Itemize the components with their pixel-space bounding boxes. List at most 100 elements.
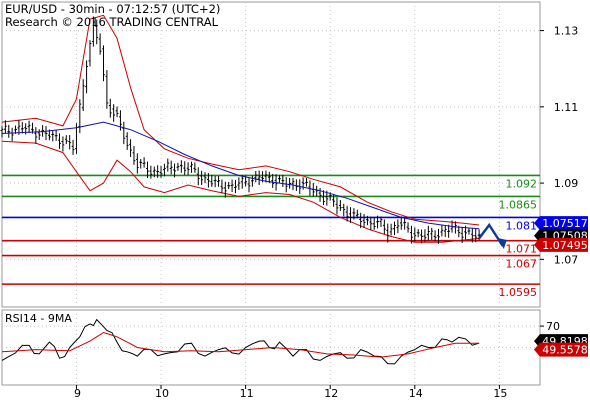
time-tick-label: 15	[493, 387, 507, 400]
candle	[122, 121, 126, 145]
candle	[176, 162, 180, 171]
candle	[61, 136, 65, 152]
candle	[112, 104, 116, 122]
candle	[179, 160, 183, 173]
candle	[396, 219, 400, 234]
level-label-resistance: 1.092	[506, 177, 538, 190]
candle	[389, 223, 393, 236]
price-tag-box	[534, 216, 588, 231]
candle	[186, 162, 190, 176]
bollinger-lower-band	[1, 140, 480, 243]
candle	[386, 223, 390, 243]
price-tick-label: 1.07	[554, 253, 579, 266]
candle	[139, 159, 143, 169]
candle	[159, 165, 163, 178]
candle	[135, 153, 139, 174]
candle	[352, 208, 356, 220]
price-tick-label: 1.11	[554, 101, 579, 114]
candle	[156, 165, 160, 178]
candle	[403, 217, 407, 230]
candle	[234, 179, 237, 194]
candle	[372, 216, 376, 230]
candle	[227, 181, 231, 190]
level-label-support: 1.067	[506, 258, 538, 271]
candle	[399, 216, 403, 230]
chart-subtitle: Research © 2016 TRADING CENTRAL	[5, 15, 219, 29]
price-tag-pivot: 1.07517	[534, 216, 588, 231]
candle	[305, 178, 308, 187]
candle	[173, 163, 176, 178]
candle	[149, 165, 153, 179]
candle	[250, 175, 254, 187]
candle	[423, 229, 427, 242]
candle	[426, 225, 430, 241]
forecast-arrow-line	[478, 222, 504, 247]
candle	[200, 170, 204, 185]
candle	[240, 174, 244, 189]
rsi-tag-box	[534, 342, 588, 357]
candle	[68, 135, 72, 150]
candle	[382, 219, 386, 234]
candle	[7, 124, 11, 138]
candle	[132, 146, 136, 165]
price-panel-frame	[1, 1, 541, 308]
candle	[237, 177, 241, 190]
candle	[335, 197, 339, 215]
candle	[115, 106, 119, 118]
candle	[342, 203, 346, 217]
price-tick-label: 1.13	[554, 25, 579, 38]
candle	[362, 214, 366, 228]
candle	[437, 228, 440, 244]
candle	[430, 227, 434, 240]
time-tick-label: 9	[74, 387, 81, 400]
candle	[37, 129, 41, 140]
candle	[271, 173, 275, 188]
candle	[322, 190, 325, 206]
candle	[379, 216, 383, 227]
candle	[474, 228, 478, 243]
candle	[223, 181, 227, 198]
candle	[349, 207, 352, 223]
candle	[105, 70, 109, 109]
candle	[27, 120, 31, 133]
moving-average-layer	[1, 121, 480, 230]
candle	[366, 215, 369, 226]
candle	[196, 167, 200, 186]
candle	[470, 228, 474, 243]
rsi-tag-rsi_ma: 49.5578	[534, 342, 588, 357]
candle	[460, 226, 464, 243]
level-label-support: 1.0595	[499, 286, 538, 299]
rsi-label: RSI14 - 9MA	[5, 312, 72, 325]
candle	[142, 157, 146, 168]
time-tick-label: 11	[240, 387, 254, 400]
candle	[54, 129, 58, 141]
candle	[443, 225, 447, 237]
candle	[291, 178, 295, 191]
candle	[210, 174, 214, 187]
rsi-tag-label: 49.5578	[542, 344, 588, 357]
time-tick-label: 10	[155, 387, 169, 400]
candle	[345, 205, 349, 222]
candle	[0, 126, 4, 138]
candle	[102, 45, 105, 82]
candle	[416, 229, 420, 238]
candle	[152, 166, 156, 178]
price-tag-label: 1.07517	[542, 217, 588, 230]
candle	[247, 177, 251, 193]
candle	[406, 222, 410, 233]
chart-title: EUR/USD - 30min - 07:12:57 (UTC+2)	[5, 2, 220, 16]
candle	[58, 133, 61, 149]
candle	[359, 212, 363, 229]
candle	[217, 175, 220, 187]
candle	[420, 229, 423, 244]
candle	[213, 175, 217, 188]
candle	[264, 170, 268, 183]
price-tag-support: 1.07495	[534, 237, 588, 252]
candle	[108, 98, 112, 118]
candle	[95, 19, 99, 45]
candle	[257, 170, 261, 185]
rsi-layer	[1, 318, 480, 365]
candle	[203, 172, 207, 184]
candle	[88, 40, 92, 67]
